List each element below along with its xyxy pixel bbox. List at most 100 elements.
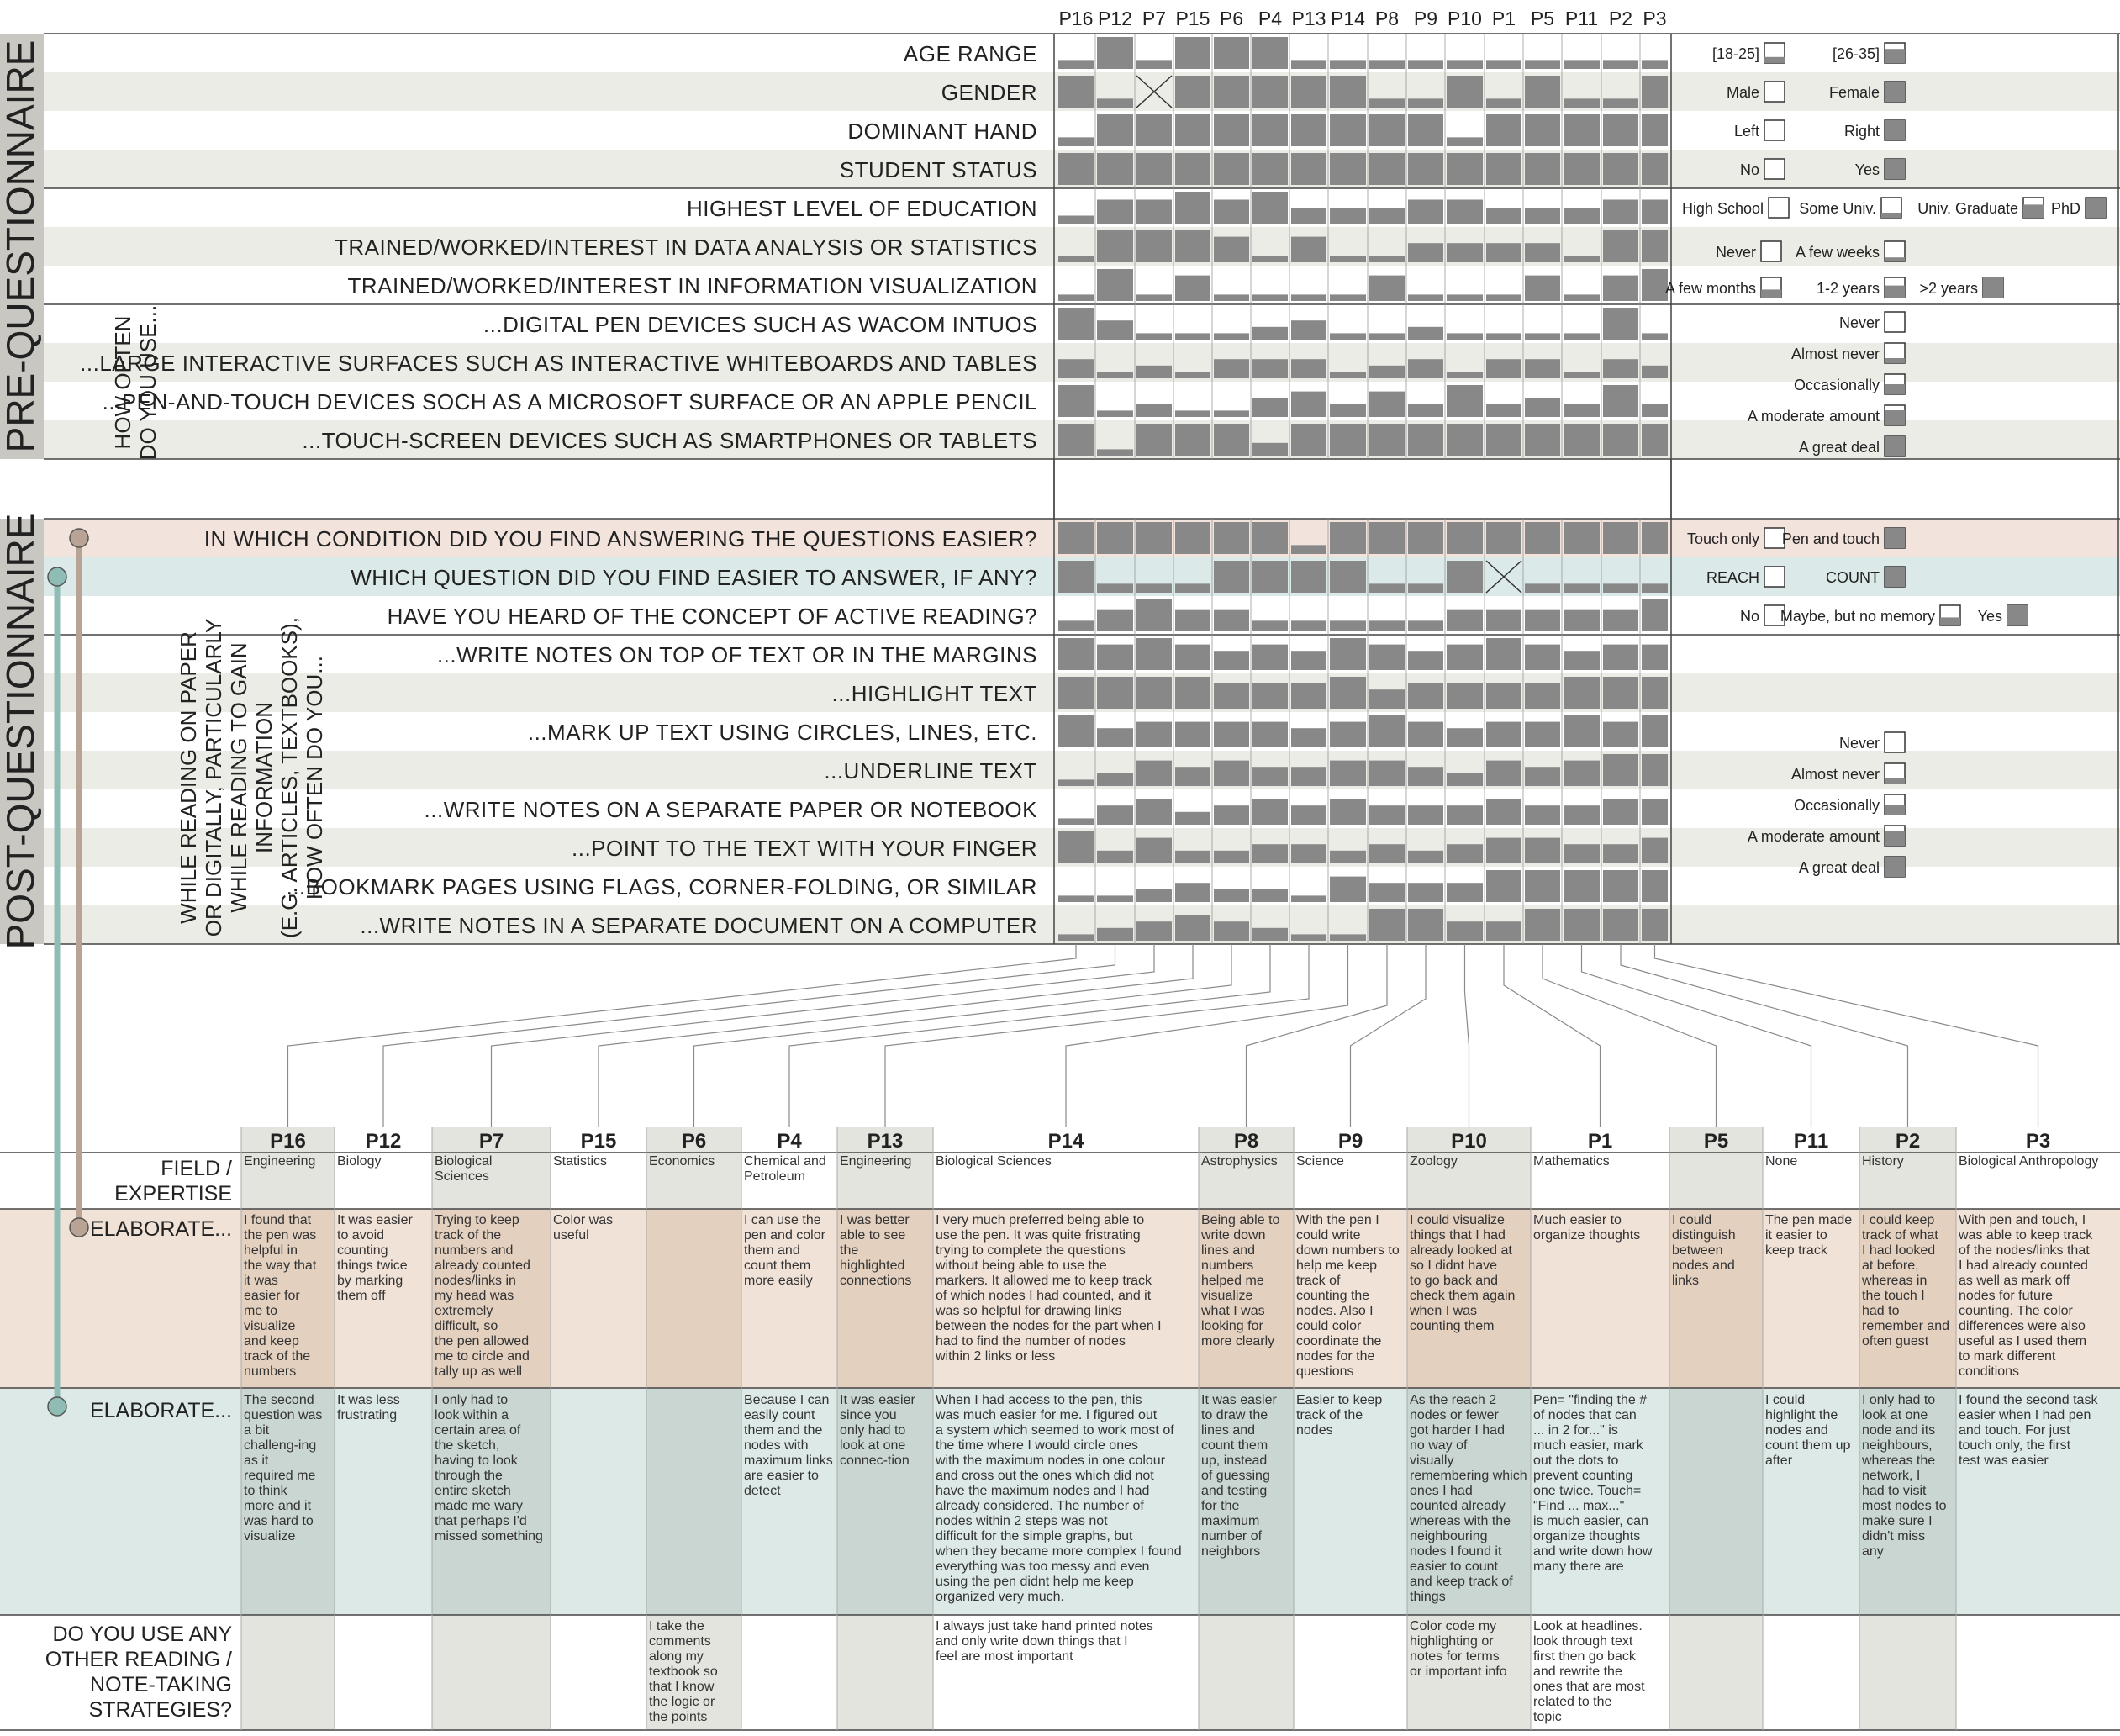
- answer-bar: [1642, 269, 1668, 301]
- answer-bar: [1447, 424, 1483, 456]
- strategy-cell-line: ones that are most: [1533, 1680, 1645, 1694]
- strategy-cell-line: Color code my: [1410, 1619, 1496, 1633]
- field-cell-line: Economics: [649, 1154, 715, 1169]
- elaborate-question-cell-line: up, instead: [1201, 1454, 1267, 1468]
- answer-bar: [1447, 243, 1483, 262]
- strategies-row-label: NOTE-TAKING: [90, 1673, 232, 1696]
- col-band: [1859, 1615, 1956, 1730]
- answer-bar: [1564, 805, 1600, 825]
- elaborate-question-cell-line: the time where I would circle ones: [936, 1438, 1138, 1453]
- answer-bar: [1369, 424, 1405, 456]
- answer-bar: [1097, 320, 1133, 340]
- answer-bar: [1252, 644, 1288, 670]
- response-header-P5: P5: [1704, 1130, 1728, 1153]
- elaborate-condition-cell-line: connections: [840, 1274, 911, 1288]
- answer-bar: [1525, 60, 1560, 69]
- answer-bar: [1525, 837, 1560, 863]
- answer-bar: [1058, 308, 1094, 340]
- legend-swatch: [1884, 311, 1906, 333]
- answer-bar: [1214, 721, 1249, 747]
- answer-bar: [1252, 294, 1288, 301]
- participant-id-P8: P8: [1375, 8, 1399, 29]
- answer-bar: [1486, 522, 1521, 554]
- answer-bar: [1330, 424, 1366, 456]
- elaborate-question-cell-line: nodes within 2 steps was not: [936, 1514, 1108, 1528]
- field-cell: Chemical and Petroleum: [744, 1154, 826, 1184]
- answer-bar: [1291, 60, 1326, 69]
- elaborate-question-cell-line: and testing: [1201, 1484, 1267, 1498]
- strategy-cell: I take the comments along my textbook so tha…: [649, 1619, 718, 1724]
- answer-bar: [1564, 153, 1600, 185]
- participant-id-P2: P2: [1609, 8, 1632, 29]
- answer-bar: [1525, 243, 1560, 262]
- answer-bar: [1447, 294, 1483, 301]
- connector-P3: [1653, 944, 2039, 1127]
- answer-bar: [1486, 153, 1521, 185]
- field-cell: Statistics: [553, 1154, 607, 1169]
- answer-bar: [1486, 294, 1521, 301]
- answer-bar: [1214, 424, 1249, 456]
- answer-bar: [1330, 114, 1366, 146]
- elaborate-question-cell-line: "Find ... max...": [1533, 1499, 1624, 1513]
- elaborate-condition-cell-line: numbers: [244, 1364, 296, 1379]
- answer-bar: [1369, 365, 1405, 378]
- answer-bar: [1447, 844, 1483, 863]
- answer-bar: [1291, 844, 1326, 863]
- answer-bar: [1330, 333, 1366, 340]
- answer-bar: [1486, 921, 1521, 941]
- elaborate-question-cell-line: It was easier: [1201, 1393, 1277, 1407]
- elaborate-question-cell-line: easier when I had pen: [1959, 1408, 2091, 1422]
- strategy-cell-line: textbook so: [649, 1665, 718, 1679]
- legend-swatch-fill: [1885, 159, 1905, 179]
- response-header-P6: P6: [682, 1130, 706, 1153]
- elaborate-question-band: [0, 1388, 2120, 1615]
- answer-bar: [1214, 236, 1249, 262]
- answer-bar: [1369, 620, 1405, 631]
- answer-bar: [1330, 561, 1366, 593]
- answer-bars: [1058, 37, 1668, 941]
- answer-bar: [1603, 644, 1638, 670]
- legend-label: A great deal: [1799, 439, 1880, 456]
- answer-bar: [1486, 60, 1521, 69]
- strategy-cell: Color code my highlighting or notes for te…: [1410, 1619, 1507, 1679]
- question-label: GENDER: [941, 80, 1037, 105]
- elaborate-condition-cell-line: nodes and: [1672, 1258, 1735, 1273]
- elaborate-question-cell-line: nodes I found it: [1410, 1544, 1502, 1559]
- answer-bar: [1252, 192, 1288, 224]
- answer-bar: [1175, 883, 1210, 902]
- elaborate-condition-cell-line: counting them: [1410, 1319, 1495, 1333]
- elaborate-question-cell-line: count them up: [1765, 1438, 1851, 1453]
- response-header-P7: P7: [479, 1130, 504, 1153]
- answer-bar: [1447, 153, 1483, 185]
- connector-P2: [1620, 944, 1909, 1127]
- answer-bar: [1214, 683, 1249, 709]
- elaborate-condition-cell-line: I had looked: [1862, 1243, 1935, 1258]
- elaborate-condition-cell-line: counting the: [1296, 1289, 1369, 1303]
- answer-bar: [1408, 294, 1443, 301]
- participant-id-P5: P5: [1531, 8, 1554, 29]
- elaborate-condition-cell-line: to mark different: [1959, 1349, 2056, 1364]
- elaborate-question-cell-line: missed something: [435, 1529, 543, 1543]
- elaborate-question-cell-line: ones I had: [1410, 1484, 1473, 1498]
- elaborate-question-label: ELABORATE...: [90, 1399, 232, 1422]
- answer-bar: [1525, 153, 1560, 185]
- elaborate-question-cell-line: a bit: [244, 1423, 270, 1438]
- answer-bar: [1642, 404, 1668, 417]
- answer-bar: [1525, 870, 1560, 902]
- answer-bar: [1252, 561, 1288, 593]
- elaborate-condition-label: ELABORATE...: [90, 1217, 232, 1241]
- elaborate-question-cell-line: It was less: [337, 1393, 400, 1407]
- elaborate-condition-cell-line: me to: [244, 1304, 277, 1318]
- answer-bar: [1486, 760, 1521, 786]
- elaborate-question-cell-line: counted already: [1410, 1499, 1506, 1513]
- answer-bar: [1097, 850, 1133, 863]
- answer-bar: [1447, 609, 1483, 631]
- elaborate-condition-cell: The pen made it easier to keep track: [1765, 1213, 1852, 1258]
- col-band: [432, 1127, 551, 1209]
- answer-bar: [1058, 561, 1094, 593]
- col-band: [1407, 1388, 1531, 1615]
- strategy-cell-line: related to the: [1533, 1695, 1612, 1709]
- field-cell-line: History: [1862, 1154, 1904, 1169]
- elaborate-condition-cell-line: count them: [744, 1258, 810, 1273]
- answer-bar: [1408, 199, 1443, 224]
